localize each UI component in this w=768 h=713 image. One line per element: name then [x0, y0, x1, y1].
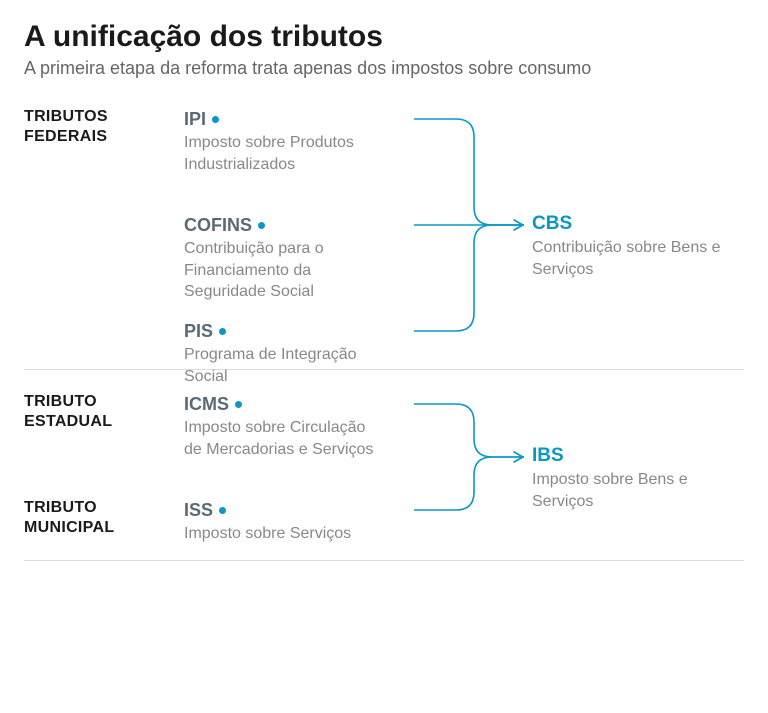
- category-column: TRIBUTOSFEDERAIS: [24, 107, 184, 347]
- tax-desc: Imposto sobre Serviços: [184, 523, 374, 545]
- category-label: TRIBUTOESTADUAL: [24, 392, 184, 432]
- connector-lines: [414, 392, 524, 532]
- source-tax: ICMSImposto sobre Circulação de Mercador…: [184, 394, 414, 460]
- category-label: TRIBUTOMUNICIPAL: [24, 498, 184, 538]
- connector-dot-icon: [212, 116, 219, 123]
- connector-dot-icon: [258, 222, 265, 229]
- connector-lines: [414, 107, 524, 347]
- source-tax: COFINSContribuição para o Financiamento …: [184, 215, 414, 303]
- tax-abbr-text: ICMS: [184, 394, 229, 415]
- source-tax: ISSImposto sobre Serviços: [184, 500, 414, 545]
- destination-column: CBSContribuição sobre Bens e Serviços: [524, 107, 744, 347]
- tax-abbr-text: COFINS: [184, 215, 252, 236]
- destination-column: IBSImposto sobre Bens e Serviços: [524, 392, 744, 532]
- page-title: A unificação dos tributos: [24, 20, 744, 54]
- source-tax: IPIImposto sobre Produtos Industrializad…: [184, 109, 414, 175]
- sources-column: IPIImposto sobre Produtos Industrializad…: [184, 107, 414, 347]
- destination-desc: Contribuição sobre Bens e Serviços: [532, 237, 744, 280]
- tax-abbr: ICMS: [184, 394, 414, 415]
- connector-column: [414, 107, 524, 347]
- connector-dot-icon: [219, 328, 226, 335]
- tax-desc: Imposto sobre Circulação de Mercadorias …: [184, 417, 374, 460]
- tax-abbr-text: IPI: [184, 109, 206, 130]
- connector-dot-icon: [235, 401, 242, 408]
- tax-desc: Contribuição para o Financiamento da Seg…: [184, 238, 374, 303]
- tax-abbr: IPI: [184, 109, 414, 130]
- category-column: TRIBUTOESTADUAL TRIBUTOMUNICIPAL: [24, 392, 184, 538]
- page-subtitle: A primeira etapa da reforma trata apenas…: [24, 58, 744, 79]
- tax-abbr-text: PIS: [184, 321, 213, 342]
- tax-abbr: ISS: [184, 500, 414, 521]
- tax-abbr: COFINS: [184, 215, 414, 236]
- connector-dot-icon: [219, 507, 226, 514]
- tax-desc: Imposto sobre Produtos Industrializados: [184, 132, 374, 175]
- category-label: TRIBUTOSFEDERAIS: [24, 107, 184, 147]
- section-federal: TRIBUTOSFEDERAISIPIImposto sobre Produto…: [24, 107, 744, 370]
- destination-abbr: CBS: [532, 213, 744, 235]
- section-regional: TRIBUTOESTADUALTRIBUTOMUNICIPALICMSImpos…: [24, 392, 744, 561]
- connector-column: [414, 392, 524, 538]
- tax-abbr-text: ISS: [184, 500, 213, 521]
- source-tax: PISPrograma de Integração Social: [184, 321, 414, 387]
- sources-column: ICMSImposto sobre Circulação de Mercador…: [184, 392, 414, 532]
- destination-desc: Imposto sobre Bens e Serviços: [532, 469, 744, 512]
- tax-abbr: PIS: [184, 321, 414, 342]
- destination-abbr: IBS: [532, 445, 744, 467]
- tax-desc: Programa de Integração Social: [184, 344, 374, 387]
